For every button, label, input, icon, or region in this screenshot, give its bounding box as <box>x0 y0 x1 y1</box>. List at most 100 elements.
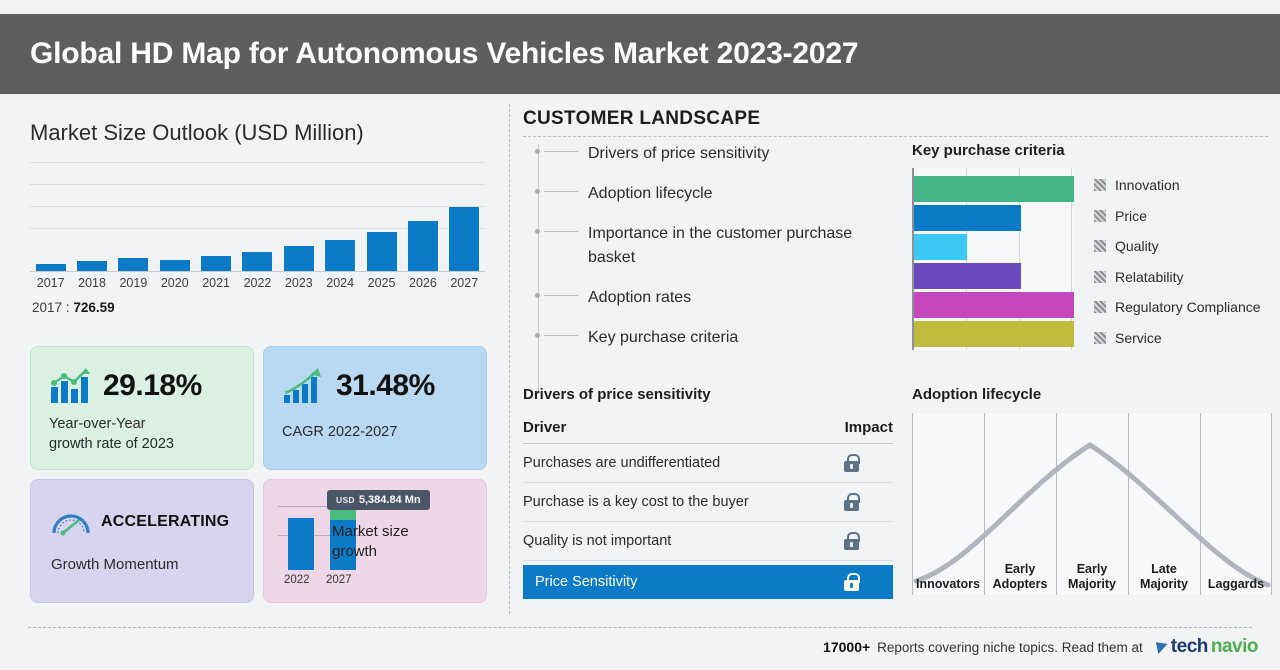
bar-2020 <box>159 259 190 272</box>
kpi-row: 29.18% <box>49 367 202 405</box>
legend-swatch-icon <box>1094 331 1106 344</box>
row-driver-label: Purchase is a key cost to the buyer <box>523 494 749 510</box>
lifecycle-label-early-adopters: Early Adopters <box>992 562 1048 591</box>
connector-dash <box>544 334 578 336</box>
header-fold-shadow <box>1252 80 1266 94</box>
card-cagr[interactable]: 31.48% CAGR 2022-2027 <box>263 346 487 470</box>
bar-cell <box>154 184 195 272</box>
cagr-caption: CAGR 2022-2027 <box>282 424 398 440</box>
x-label-2023: 2023 <box>284 276 313 290</box>
bar-cell <box>30 184 71 272</box>
adoption-lifecycle-title: Adoption lifecycle <box>912 386 1042 403</box>
usd-value-badge: USD 5,384.84 Mn <box>327 490 430 510</box>
landscape-item-4[interactable]: Adoption rates <box>535 286 958 309</box>
footer-text: Reports covering niche topics. Read them… <box>877 639 1143 655</box>
legend-item-innovation: Innovation <box>1094 170 1261 201</box>
table-row[interactable]: Quality is not important <box>523 522 893 561</box>
footer: 17000+ Reports covering niche topics. Re… <box>0 624 1280 670</box>
bar-cell <box>113 184 154 272</box>
yoy-value: 29.18% <box>103 369 202 402</box>
card-market-size-growth[interactable]: 2022 2027 USD 5,384.84 Mn Market size gro… <box>263 479 487 603</box>
bar-cell <box>402 184 443 272</box>
card-yoy-growth[interactable]: 29.18% Year-over-Year growth rate of 202… <box>30 346 254 470</box>
legend-swatch-icon <box>1094 179 1106 192</box>
bar-cell <box>237 184 278 272</box>
legend-swatch-icon <box>1094 301 1106 314</box>
table-row[interactable]: Purchase is a key cost to the buyer <box>523 483 893 522</box>
page-title: Global HD Map for Autonomous Vehicles Ma… <box>30 37 859 70</box>
x-label-2022: 2022 <box>243 276 272 290</box>
landscape-item-label: Adoption lifecycle <box>588 185 713 203</box>
connector-dash <box>544 151 578 152</box>
lifecycle-label-early-majority: Early Majority <box>1068 562 1116 591</box>
momentum-label: ACCELERATING <box>101 513 230 530</box>
landscape-item-1[interactable]: Drivers of price sensitivity <box>535 142 958 165</box>
key-purchase-criteria-title: Key purchase criteria <box>912 142 1065 159</box>
legend-item-relatability: Relatability <box>1094 262 1261 293</box>
connector-dash <box>544 294 578 296</box>
usd-currency: USD <box>336 495 355 505</box>
header-banner: Global HD Map for Autonomous Vehicles Ma… <box>0 14 1280 94</box>
landscape-item-label: Key purchase criteria <box>588 328 739 346</box>
bar-2021 <box>201 256 232 272</box>
bullet-dot-icon <box>535 332 540 338</box>
key-purchase-criteria-section: Key purchase criteria Innovation Price Qua… <box>904 142 1276 350</box>
kpc-bar-relatability <box>914 263 1022 289</box>
bar-cell <box>444 184 485 272</box>
landscape-item-2[interactable]: Adoption lifecycle <box>535 182 958 205</box>
market-size-x-labels: 2017 2018 2019 2020 2021 2022 2023 2024 2025 2026… <box>30 276 485 290</box>
landscape-item-5[interactable]: Key purchase criteria <box>535 326 958 349</box>
kpc-bars <box>914 176 1074 350</box>
bar-growth-icon <box>51 368 90 403</box>
landscape-item-label: Importance in the customer purchase bask… <box>588 225 853 266</box>
bar-2025 <box>366 231 397 272</box>
right-column: CUSTOMER LANDSCAPE Drivers of price sens… <box>509 94 1280 624</box>
bar-cell <box>320 184 361 272</box>
lock-icon <box>844 493 860 511</box>
bar-growth-icon <box>284 368 321 403</box>
x-label-2018: 2018 <box>78 276 106 290</box>
legend-label: Regulatory Compliance <box>1115 299 1261 316</box>
kpc-bar-quality <box>914 234 967 260</box>
market-size-bars <box>30 184 485 272</box>
bullet-dot-icon <box>535 189 540 195</box>
kpi-row: 31.48% <box>282 367 435 405</box>
momentum-row: ACCELERATING <box>51 508 229 536</box>
x-label-2024: 2024 <box>326 276 355 290</box>
bar-cell <box>71 184 112 272</box>
table-row[interactable]: Purchases are undifferentiated <box>523 444 893 483</box>
lock-icon <box>844 573 860 591</box>
table-row-highlighted[interactable]: Price Sensitivity <box>523 565 893 599</box>
bar-2026 <box>407 220 438 272</box>
bullet-dot-icon <box>535 292 540 298</box>
drivers-table-header: Driver Impact <box>523 419 893 444</box>
legend-item-regulatory-compliance: Regulatory Compliance <box>1094 292 1261 323</box>
adoption-lifecycle-chart: Innovators Early Adopters Early Majority Late… <box>912 413 1272 595</box>
bar-cell <box>278 184 319 272</box>
kpc-bar-innovation <box>914 176 1074 202</box>
row-driver-label: Purchases are undifferentiated <box>523 455 721 471</box>
kpc-plot <box>912 168 1074 350</box>
legend-item-quality: Quality <box>1094 231 1261 262</box>
report-count: 17000+ <box>823 639 871 655</box>
technavio-logo[interactable]: tech navio <box>1155 636 1259 658</box>
lock-icon <box>844 532 860 550</box>
x-label-2020: 2020 <box>160 276 189 290</box>
bar-2017 <box>35 264 66 272</box>
usd-amount: 5,384.84 Mn <box>358 494 421 506</box>
row-driver-label: Quality is not important <box>523 533 672 549</box>
landscape-item-label: Adoption rates <box>588 288 692 306</box>
landscape-item-3[interactable]: Importance in the customer purchase bask… <box>535 222 958 268</box>
col-impact: Impact <box>844 419 893 436</box>
lifecycle-label-innovators: Innovators <box>916 576 980 591</box>
bar-2023 <box>283 245 314 272</box>
bar-2018 <box>77 260 108 272</box>
column-divider <box>509 104 510 614</box>
drivers-table-section: Drivers of price sensitivity Driver Impa… <box>523 386 893 599</box>
chart-annotation-year: 2017 : <box>32 300 70 315</box>
logo-text-tech: tech <box>1170 636 1209 657</box>
chart-annotation: 2017 : 726.59 <box>32 300 115 315</box>
col-driver: Driver <box>523 419 567 436</box>
footer-divider <box>28 627 1252 628</box>
card-growth-momentum[interactable]: ACCELERATING Growth Momentum <box>30 479 254 603</box>
